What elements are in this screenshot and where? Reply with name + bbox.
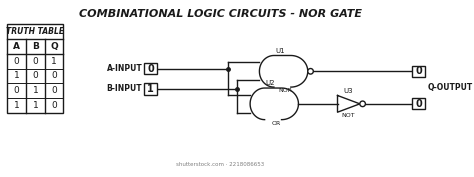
Text: shutterstock.com · 2218086653: shutterstock.com · 2218086653 bbox=[176, 162, 264, 167]
FancyBboxPatch shape bbox=[144, 83, 157, 95]
Text: 0: 0 bbox=[51, 86, 57, 95]
Text: U2: U2 bbox=[266, 80, 275, 86]
Text: A-INPUT: A-INPUT bbox=[107, 64, 142, 73]
Text: 0: 0 bbox=[415, 66, 422, 76]
Text: 0: 0 bbox=[32, 72, 38, 81]
Circle shape bbox=[308, 68, 313, 74]
Text: 1: 1 bbox=[147, 84, 154, 94]
Text: NOT: NOT bbox=[341, 113, 355, 118]
Text: 0: 0 bbox=[14, 86, 19, 95]
Text: B: B bbox=[32, 42, 39, 51]
Text: 0: 0 bbox=[51, 101, 57, 110]
Text: TRUTH TABLE: TRUTH TABLE bbox=[6, 27, 64, 36]
Text: B-INPUT: B-INPUT bbox=[107, 84, 142, 93]
Text: 1: 1 bbox=[14, 72, 19, 81]
Text: COMBINATIONAL LOGIC CIRCUITS - NOR GATE: COMBINATIONAL LOGIC CIRCUITS - NOR GATE bbox=[79, 9, 362, 19]
FancyBboxPatch shape bbox=[412, 98, 425, 109]
Text: 0: 0 bbox=[147, 64, 154, 73]
Text: Q: Q bbox=[50, 42, 58, 51]
Text: 0: 0 bbox=[14, 57, 19, 65]
Text: 0: 0 bbox=[32, 57, 38, 65]
Text: 0: 0 bbox=[415, 99, 422, 109]
Text: U3: U3 bbox=[343, 88, 353, 94]
Text: A: A bbox=[13, 42, 20, 51]
Text: U1: U1 bbox=[275, 48, 285, 54]
Polygon shape bbox=[250, 88, 299, 120]
Text: Q-OUTPUT: Q-OUTPUT bbox=[428, 83, 473, 92]
FancyBboxPatch shape bbox=[412, 66, 425, 77]
Text: 1: 1 bbox=[32, 101, 38, 110]
Text: 1: 1 bbox=[32, 86, 38, 95]
Circle shape bbox=[360, 101, 365, 107]
Text: NOR: NOR bbox=[278, 88, 292, 93]
Text: OR: OR bbox=[272, 121, 281, 125]
FancyBboxPatch shape bbox=[144, 63, 157, 74]
Text: 1: 1 bbox=[51, 57, 57, 65]
FancyBboxPatch shape bbox=[8, 24, 63, 113]
Text: 0: 0 bbox=[51, 72, 57, 81]
Text: 1: 1 bbox=[14, 101, 19, 110]
Polygon shape bbox=[259, 56, 308, 87]
Polygon shape bbox=[337, 95, 360, 112]
